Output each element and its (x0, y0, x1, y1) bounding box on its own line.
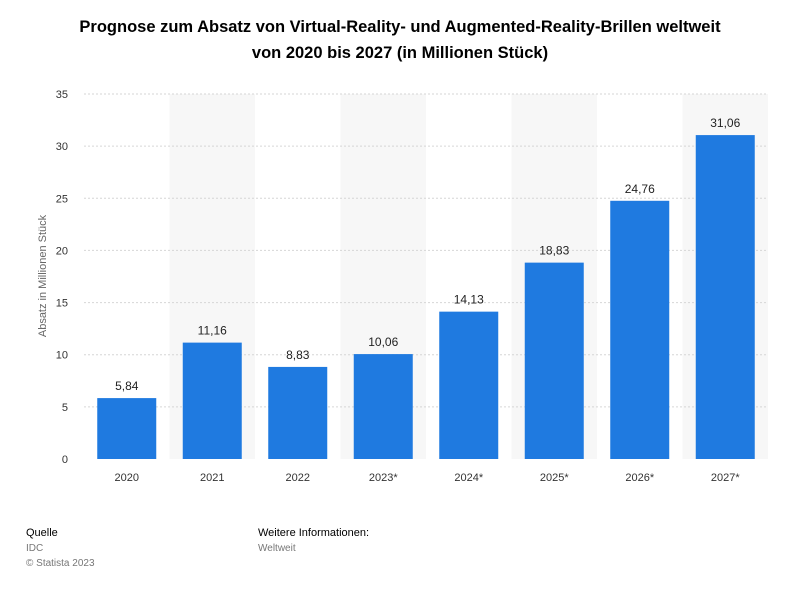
x-tick-label: 2024* (454, 472, 483, 484)
data-label: 5,84 (115, 379, 139, 393)
x-tick-label: 2026* (625, 472, 654, 484)
x-tick-label: 2021 (200, 472, 224, 484)
source-name: IDC (26, 543, 44, 554)
y-axis-label: Absatz in Millionen Stück (37, 214, 49, 337)
y-tick-label: 35 (56, 89, 68, 101)
chart-title-line-2: von 2020 bis 2027 (in Millionen Stück) (251, 44, 549, 62)
bar (610, 200, 670, 459)
y-tick-label: 5 (62, 402, 68, 414)
y-tick-label: 0 (62, 454, 68, 466)
data-label: 11,16 (198, 324, 227, 338)
y-tick-label: 20 (56, 245, 68, 257)
bar (182, 342, 242, 459)
data-label: 18,83 (539, 244, 569, 258)
source-block: Quelle IDC © Statista 2023 (26, 526, 95, 571)
source-heading: Quelle (26, 527, 58, 539)
bar (524, 262, 584, 459)
bar (695, 135, 755, 460)
data-label: 10,06 (368, 335, 398, 349)
bar (97, 398, 157, 459)
data-label: 24,76 (625, 182, 655, 196)
chart-title-line-1: Prognose zum Absatz von Virtual-Reality-… (79, 18, 721, 36)
bar (439, 311, 499, 459)
x-tick-label: 2023* (369, 472, 398, 484)
info-region: Weltweit (258, 543, 296, 554)
info-block: Weitere Informationen: Weltweit (258, 526, 369, 556)
x-tick-label: 2022 (286, 472, 310, 484)
info-heading: Weitere Informationen: (258, 527, 370, 539)
x-tick-label: 2025* (540, 472, 569, 484)
chart-title: Prognose zum Absatz von Virtual-Reality-… (40, 14, 760, 66)
y-axis-ticks: 0 5 10 15 20 25 30 35 (56, 89, 68, 466)
x-axis-ticks: 2020 2021 2022 2023* 2024* 2025* 2026* 2027* (115, 472, 741, 484)
data-label: 31,06 (710, 116, 740, 130)
bar (268, 366, 328, 459)
y-tick-label: 30 (56, 141, 68, 153)
data-labels: 5,84 11,16 8,83 10,06 14,13 18,83 24,76 31,06 (115, 116, 741, 393)
x-tick-label: 2020 (115, 472, 139, 484)
data-label: 14,13 (454, 293, 484, 307)
y-tick-label: 10 (56, 350, 68, 362)
data-label: 8,83 (286, 348, 310, 362)
x-tick-label: 2027* (711, 472, 740, 484)
y-tick-label: 15 (56, 298, 68, 310)
copyright: © Statista 2023 (26, 558, 95, 569)
bar-chart: 0 5 10 15 20 25 30 35 5,84 11,16 8,83 10,06 14,13 18… (37, 89, 768, 484)
bars (97, 135, 755, 460)
y-tick-label: 25 (56, 193, 68, 205)
bar (353, 354, 413, 459)
